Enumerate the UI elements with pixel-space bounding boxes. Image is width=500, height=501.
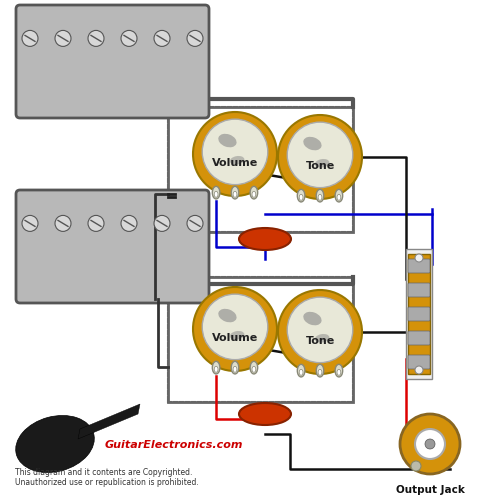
Circle shape (193, 288, 277, 371)
Ellipse shape (250, 362, 258, 374)
Ellipse shape (252, 367, 256, 373)
Ellipse shape (337, 370, 341, 376)
Ellipse shape (316, 190, 324, 202)
FancyBboxPatch shape (408, 308, 430, 321)
Ellipse shape (315, 334, 330, 343)
Polygon shape (78, 404, 140, 439)
Ellipse shape (230, 157, 244, 165)
Ellipse shape (304, 138, 322, 151)
FancyBboxPatch shape (16, 190, 209, 304)
Circle shape (278, 291, 362, 374)
Circle shape (55, 32, 71, 47)
Bar (408, 255, 430, 374)
Ellipse shape (218, 135, 236, 148)
Ellipse shape (231, 362, 239, 374)
Circle shape (287, 123, 353, 188)
Ellipse shape (318, 370, 322, 376)
Text: Tone: Tone (306, 161, 334, 171)
Ellipse shape (299, 370, 303, 376)
Circle shape (278, 116, 362, 199)
FancyBboxPatch shape (16, 6, 209, 119)
Ellipse shape (335, 190, 342, 202)
Ellipse shape (239, 403, 291, 425)
Ellipse shape (230, 331, 244, 340)
Ellipse shape (304, 312, 322, 326)
Ellipse shape (335, 365, 342, 377)
Text: Volume: Volume (212, 158, 258, 168)
Circle shape (88, 32, 104, 47)
Circle shape (22, 32, 38, 47)
Circle shape (55, 216, 71, 232)
Circle shape (425, 439, 435, 449)
Ellipse shape (233, 367, 237, 373)
Circle shape (187, 216, 203, 232)
Circle shape (411, 461, 421, 471)
FancyBboxPatch shape (408, 284, 430, 298)
Ellipse shape (298, 365, 305, 377)
Ellipse shape (337, 195, 341, 201)
Ellipse shape (218, 309, 236, 323)
Circle shape (22, 216, 38, 232)
Ellipse shape (316, 365, 324, 377)
FancyBboxPatch shape (408, 355, 430, 369)
Ellipse shape (214, 367, 218, 373)
Circle shape (154, 216, 170, 232)
Circle shape (193, 113, 277, 196)
Bar (168, 108, 353, 232)
Circle shape (415, 366, 423, 374)
Circle shape (121, 32, 137, 47)
Text: Output Jack: Output Jack (396, 484, 464, 494)
Ellipse shape (214, 192, 218, 198)
Text: GuitarElectronics.com: GuitarElectronics.com (105, 439, 244, 449)
Ellipse shape (16, 416, 94, 472)
Text: Tone: Tone (306, 336, 334, 346)
Ellipse shape (231, 187, 239, 199)
Ellipse shape (298, 190, 305, 202)
Ellipse shape (212, 187, 220, 199)
Bar (406, 249, 432, 379)
Text: Volume: Volume (212, 333, 258, 343)
Ellipse shape (233, 192, 237, 198)
Circle shape (187, 32, 203, 47)
Ellipse shape (252, 192, 256, 198)
Circle shape (202, 295, 268, 360)
Circle shape (287, 298, 353, 363)
Circle shape (202, 120, 268, 185)
FancyBboxPatch shape (408, 331, 430, 345)
Ellipse shape (318, 195, 322, 201)
FancyBboxPatch shape (408, 260, 430, 274)
Circle shape (400, 414, 460, 474)
Text: This diagram and it contents are Copyrighted.
Unauthorized use or republication : This diagram and it contents are Copyrig… (15, 467, 199, 486)
Ellipse shape (212, 362, 220, 374)
Circle shape (415, 255, 423, 263)
Ellipse shape (239, 228, 291, 250)
Circle shape (88, 216, 104, 232)
Bar (168, 278, 353, 402)
Circle shape (121, 216, 137, 232)
Ellipse shape (315, 160, 330, 168)
Ellipse shape (250, 187, 258, 199)
Circle shape (154, 32, 170, 47)
Ellipse shape (299, 195, 303, 201)
Circle shape (415, 429, 445, 459)
